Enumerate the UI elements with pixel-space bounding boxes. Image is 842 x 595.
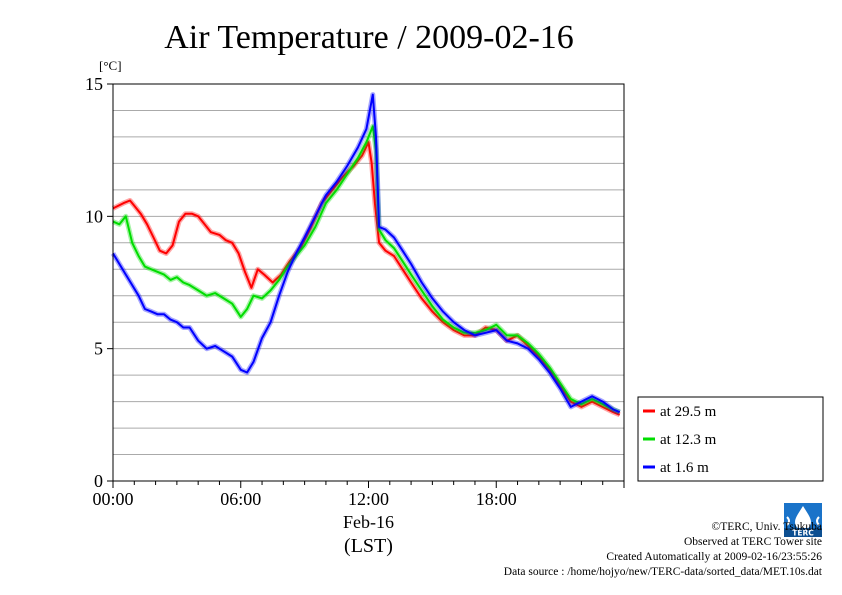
series-line-2 bbox=[112, 125, 621, 414]
legend-label: at 29.5 m bbox=[660, 404, 717, 420]
y-tick-label: 0 bbox=[94, 471, 103, 491]
x-tick-label: 06:00 bbox=[220, 489, 261, 509]
legend-label: at 1.6 m bbox=[660, 460, 709, 476]
y-tick-label: 15 bbox=[85, 74, 103, 94]
terc-logo-icon: TERC bbox=[784, 503, 822, 537]
series-line-1 bbox=[112, 141, 621, 416]
series-layer bbox=[110, 92, 621, 418]
chart-title: Air Temperature / 2009-02-16 bbox=[164, 19, 574, 56]
footer-copyright: ©TERC, Univ. Tsukuba bbox=[711, 521, 822, 533]
footer-source: Data source : /home/hojyo/new/TERC-data/… bbox=[503, 566, 822, 578]
y-tick-label: 5 bbox=[94, 339, 103, 359]
x-axis-unit-label: (LST) bbox=[344, 535, 393, 557]
footer-created: Created Automatically at 2009-02-16/23:5… bbox=[606, 551, 822, 563]
legend-box bbox=[637, 396, 824, 482]
legend: at 29.5 m at 12.3 m at 1.6 m bbox=[637, 396, 824, 482]
logo-text: TERC bbox=[792, 529, 814, 538]
x-tick-label: 18:00 bbox=[476, 489, 517, 509]
legend-label: at 12.3 m bbox=[660, 432, 717, 448]
x-tick-label: 00:00 bbox=[92, 489, 133, 509]
x-axis-date-label: Feb-16 bbox=[343, 512, 394, 532]
y-tick-label: 10 bbox=[85, 206, 103, 226]
footer-site: Observed at TERC Tower site bbox=[683, 536, 822, 548]
y-axis-label: [°C] bbox=[99, 58, 122, 73]
axis-ticks: 0 5 10 15 00:00 06:00 12:00 18:00 bbox=[85, 74, 625, 509]
x-tick-label: 12:00 bbox=[348, 489, 389, 509]
series-line-3 bbox=[112, 93, 621, 414]
footer: ©TERC, Univ. Tsukuba Observed at TERC To… bbox=[504, 520, 822, 580]
series-line-halo-1 bbox=[111, 139, 621, 418]
